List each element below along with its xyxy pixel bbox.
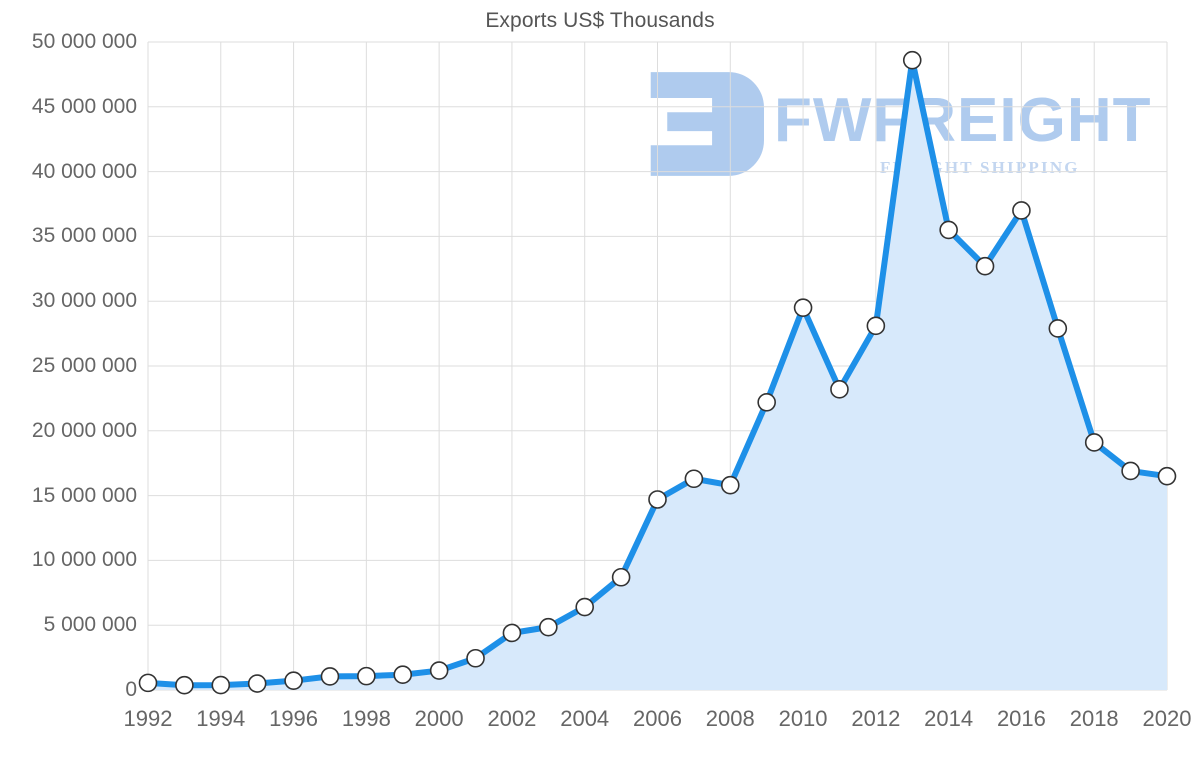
data-point-marker[interactable] — [539, 617, 558, 637]
x-axis-tick-label: 2010 — [778, 706, 828, 731]
x-axis-tick-label: 2006 — [633, 706, 682, 731]
data-point-marker[interactable] — [284, 671, 303, 690]
data-point-marker[interactable] — [175, 675, 194, 695]
data-point-marker[interactable] — [939, 220, 958, 240]
area-fill — [148, 60, 1167, 690]
data-point-marker[interactable] — [393, 665, 413, 685]
data-point-marker[interactable] — [1121, 461, 1140, 481]
data-point-marker[interactable] — [466, 648, 485, 668]
data-point-marker[interactable] — [648, 490, 667, 509]
y-axis-tick-label: 0 — [125, 678, 137, 701]
data-point-marker[interactable] — [1012, 201, 1031, 220]
data-point-marker[interactable] — [429, 661, 449, 680]
data-point-marker[interactable] — [902, 50, 922, 70]
data-point-marker[interactable] — [830, 380, 849, 399]
data-point-marker[interactable] — [320, 667, 340, 686]
y-axis-tick-label: 10 000 000 — [31, 548, 137, 572]
x-axis-tick-label: 2014 — [924, 706, 974, 731]
data-point-marker[interactable] — [1048, 319, 1068, 338]
data-point-marker[interactable] — [1084, 433, 1104, 452]
x-axis-tick-label: 2008 — [705, 706, 755, 731]
y-axis-tick-label: 50 000 000 — [31, 30, 137, 53]
x-axis-tick-label: 1992 — [123, 706, 173, 731]
data-point-marker[interactable] — [1157, 466, 1177, 486]
y-axis-tick-label: 5 000 000 — [43, 613, 137, 637]
data-point-marker[interactable] — [211, 675, 231, 695]
y-axis-tick-label: 15 000 000 — [31, 483, 137, 507]
x-axis-tick-label: 2000 — [414, 706, 464, 731]
data-point-marker[interactable] — [757, 392, 776, 412]
data-point-marker[interactable] — [138, 673, 158, 693]
data-point-marker[interactable] — [575, 597, 595, 617]
x-axis-tick-label: 2016 — [996, 706, 1046, 731]
x-axis-tick-label: 2018 — [1069, 706, 1119, 731]
y-axis-tick-label: 30 000 000 — [31, 289, 137, 313]
data-point-marker[interactable] — [611, 567, 631, 587]
y-axis-tick-label: 40 000 000 — [31, 159, 137, 183]
x-axis-tick-label: 2020 — [1142, 706, 1192, 731]
data-markers — [138, 50, 1177, 695]
y-axis-tick-label: 35 000 000 — [31, 224, 137, 248]
x-axis-tick-label: 1994 — [196, 706, 246, 731]
data-point-marker[interactable] — [866, 316, 886, 336]
x-axis-tick-label: 2002 — [487, 706, 537, 731]
y-axis-tick-label: 45 000 000 — [31, 94, 137, 118]
data-point-marker[interactable] — [357, 666, 376, 686]
data-point-marker[interactable] — [720, 475, 740, 495]
x-axis-tick-label: 2004 — [560, 706, 610, 731]
x-axis-tick-label: 1998 — [341, 706, 391, 731]
data-point-marker[interactable] — [684, 469, 704, 489]
y-axis-tick-label: 25 000 000 — [31, 354, 137, 377]
data-point-marker[interactable] — [793, 298, 813, 317]
y-axis-tick-label: 20 000 000 — [31, 418, 137, 442]
x-axis-tick-label: 1996 — [269, 706, 319, 731]
x-axis-tick-label: 2012 — [851, 706, 901, 731]
data-point-marker[interactable] — [975, 256, 995, 276]
data-point-marker[interactable] — [502, 623, 522, 643]
chart-title: Exports US$ Thousands — [485, 9, 715, 32]
data-point-marker[interactable] — [247, 674, 267, 693]
